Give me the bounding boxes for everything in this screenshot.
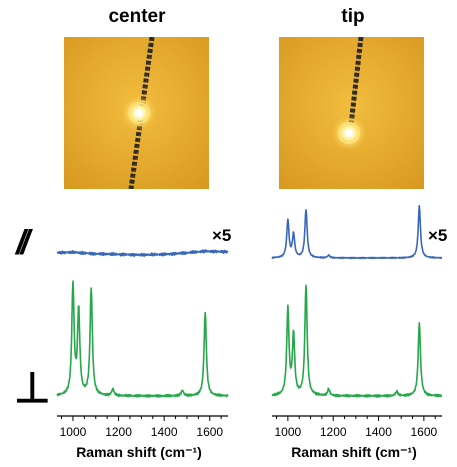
laser-spot-ring	[338, 122, 360, 144]
x-tick-label: 1000	[60, 425, 87, 439]
scale-multiplier-center: ×5	[212, 226, 232, 245]
laser-spot	[345, 129, 353, 137]
nanowire-red-glow	[352, 51, 361, 118]
column-title-tip: tip	[341, 6, 365, 27]
x-axis-title-tip: Raman shift (cm⁻¹)	[291, 444, 417, 460]
perpendicular-polarization-label: ⊥	[14, 364, 51, 411]
micrograph-center	[64, 37, 209, 189]
nanowire	[128, 37, 155, 189]
x-tick-label: 1400	[365, 425, 392, 439]
photo-background	[279, 37, 424, 189]
scale-multiplier-tip: ×5	[428, 226, 448, 245]
x-tick-label: 1200	[105, 425, 132, 439]
x-tick-label: 1000	[275, 425, 302, 439]
spectrum-center-perpendicular	[56, 280, 229, 398]
column-title-center: center	[108, 6, 166, 27]
laser-spot-ring	[128, 102, 150, 124]
spectrum-tip-parallel	[271, 204, 443, 260]
spectrum-center-parallel	[56, 249, 229, 258]
x-tick-label: 1600	[411, 425, 438, 439]
laser-spot	[135, 109, 143, 117]
x-tick-label: 1600	[196, 425, 223, 439]
x-axis-title-center: Raman shift (cm⁻¹)	[76, 444, 202, 460]
micrograph-tip	[279, 37, 424, 189]
x-tick-label: 1200	[320, 425, 347, 439]
x-tick-label: 1400	[151, 425, 178, 439]
spectrum-tip-perpendicular	[271, 284, 443, 398]
